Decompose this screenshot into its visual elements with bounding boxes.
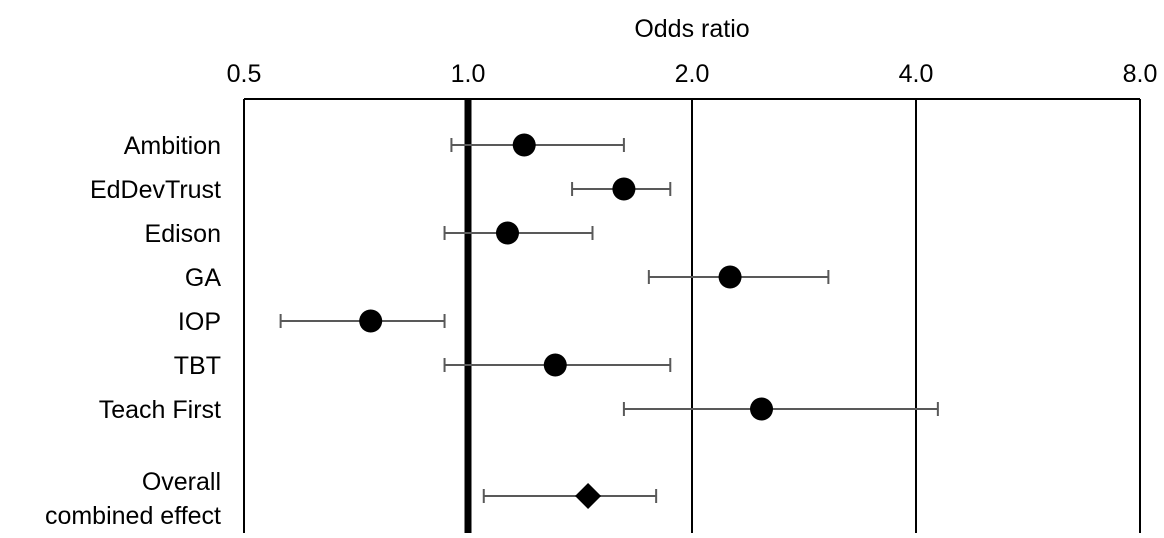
estimate-marker (612, 177, 636, 201)
row-label: Overall combined effect (45, 468, 221, 530)
x-tick-label: 8.0 (1123, 60, 1158, 88)
marker-layer (359, 133, 774, 509)
estimate-marker (718, 265, 742, 289)
estimate-diamond (575, 483, 602, 509)
x-tick-label: 2.0 (675, 60, 710, 88)
x-tick-label: 1.0 (451, 60, 486, 88)
estimate-marker (750, 397, 774, 421)
estimate-marker (543, 353, 567, 377)
row-label: TBT (174, 352, 221, 380)
row-label: Edison (145, 220, 221, 248)
row-label-line: Overall (142, 468, 221, 496)
row-label: IOP (178, 308, 221, 336)
tick-label-layer: 0.5 1.0 2.0 4.0 8.0 (227, 60, 1158, 88)
row-label: Ambition (124, 132, 221, 160)
x-tick-label: 4.0 (899, 60, 934, 88)
estimate-marker (495, 221, 519, 245)
row-label-line: combined effect (45, 502, 221, 530)
x-axis-title: Odds ratio (634, 15, 749, 43)
grid-layer (691, 99, 917, 533)
row-label: EdDevTrust (90, 176, 221, 204)
row-label: GA (185, 264, 221, 292)
x-tick-label: 0.5 (227, 60, 262, 88)
frame-layer (243, 98, 1141, 533)
row-label: Teach First (99, 396, 221, 424)
row-label-layer: Ambition EdDevTrust Edison GA IOP TBT Teach Fi… (45, 132, 221, 530)
estimate-marker (512, 133, 536, 157)
estimate-marker (359, 309, 383, 333)
